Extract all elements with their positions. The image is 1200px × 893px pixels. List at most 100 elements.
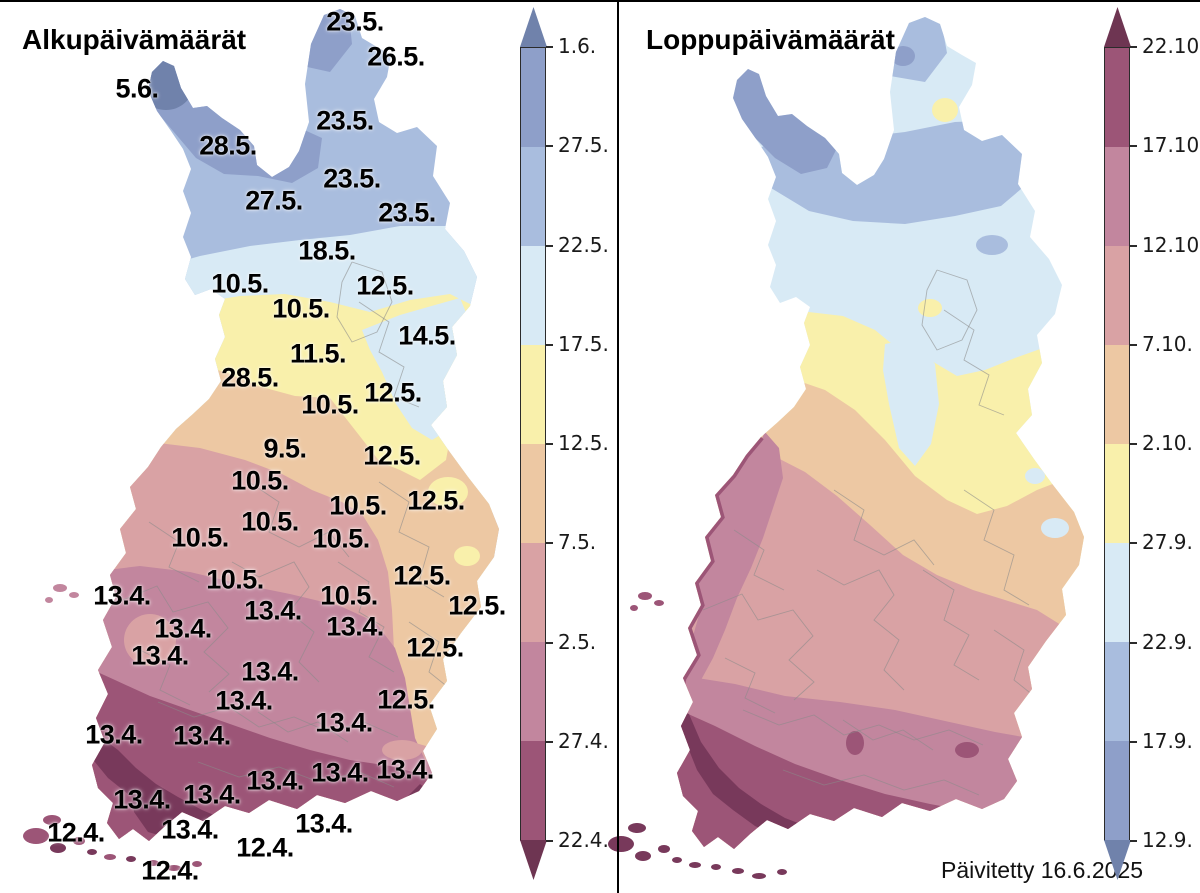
colorbar-segment: [521, 642, 545, 741]
map-date-label: 13.4.: [315, 707, 373, 738]
colorbar-tick-label: 12.10.: [1142, 232, 1200, 257]
map-date-label: 12.4.: [236, 832, 294, 863]
map-date-label: 27.5.: [245, 185, 303, 216]
map-date-label: 10.5.: [312, 523, 370, 554]
map-date-label: 18.5.: [298, 235, 356, 266]
colorbar-tick-label: 7.10.: [1142, 331, 1193, 356]
map-date-label: 13.4.: [85, 719, 143, 750]
right-map-title: Loppupäivämäärät: [646, 24, 895, 55]
map-date-label: 12.4.: [47, 817, 105, 848]
map-date-label: 14.5.: [398, 320, 456, 351]
colorbar-segment: [521, 48, 545, 147]
map-date-label: 10.5.: [241, 506, 299, 537]
colorbar-tick-label: 22.4.: [558, 827, 609, 852]
colorbar-tick: [546, 542, 553, 545]
map-date-label: 13.4.: [113, 784, 171, 815]
map-date-label: 9.5.: [263, 433, 307, 464]
map-date-label: 13.4.: [215, 685, 273, 716]
figure-top-border: [0, 0, 1200, 2]
colorbar-tick: [1130, 244, 1137, 247]
map-date-label: 12.5.: [364, 377, 422, 408]
map-date-label: 12.5.: [363, 440, 421, 471]
colorbar-tick: [1130, 840, 1137, 842]
map-date-label: 12.4.: [141, 855, 199, 886]
map-date-label: 13.4.: [173, 720, 231, 751]
colorbar-tick: [546, 244, 553, 247]
map-date-label: 13.4.: [241, 656, 299, 687]
colorbar-segment: [521, 246, 545, 345]
colorbar-bar: [1104, 47, 1130, 841]
colorbar-tick-label: 22.9.: [1142, 629, 1193, 654]
map-date-label: 13.4.: [154, 613, 212, 644]
colorbar-segment: [1105, 48, 1129, 147]
colorbar-tick-label: 12.9.: [1142, 827, 1193, 852]
colorbar-segment: [1105, 147, 1129, 246]
colorbar-segment: [521, 147, 545, 246]
colorbar-segment: [1105, 642, 1129, 741]
colorbar-arrow-up: [520, 7, 547, 47]
colorbar-segment: [1105, 444, 1129, 543]
colorbar-segment: [521, 543, 545, 642]
map-date-label: 12.5.: [407, 485, 465, 516]
panel-divider-line: [617, 0, 619, 893]
colorbar-bar: [520, 47, 546, 841]
colorbar-tick-label: 27.4.: [558, 728, 609, 753]
colorbar-tick-label: 7.5.: [558, 530, 597, 555]
colorbar-tick: [546, 46, 553, 48]
map-date-label: 10.5.: [211, 268, 269, 299]
map-date-label: 13.4.: [311, 757, 369, 788]
colorbar-tick-label: 22.5.: [558, 232, 609, 257]
colorbar-tick-label: 1.6.: [558, 33, 597, 58]
colorbar-tick-label: 27.5.: [558, 133, 609, 158]
colorbar-tick-label: 17.10.: [1142, 133, 1200, 158]
map-date-label: 12.5.: [448, 590, 506, 621]
colorbar-tick: [1130, 740, 1137, 743]
colorbar-tick-label: 27.9.: [1142, 530, 1193, 555]
map-date-label: 13.4.: [183, 779, 241, 810]
map-date-label: 12.5.: [356, 270, 414, 301]
colorbar-tick: [546, 740, 553, 743]
map-date-label: 13.4.: [246, 765, 304, 796]
colorbar-tick: [1130, 443, 1137, 445]
map-date-label: 10.5.: [272, 293, 330, 324]
colorbar-segment: [521, 345, 545, 444]
map-date-label: 10.5.: [171, 522, 229, 553]
colorbar-tick: [546, 840, 553, 842]
map-date-label: 28.5.: [221, 362, 279, 393]
map-date-label: 13.4.: [326, 611, 384, 642]
colorbar-arrow-up: [1104, 7, 1131, 47]
archipelago-islands: [608, 592, 787, 879]
map-date-label: 13.4.: [161, 814, 219, 845]
colorbar-end-dates: 22.10. 17.10. 12.10. 7.10. 2.10. 27.9. 22.9. 17…: [1104, 0, 1200, 893]
colorbar-arrow-down: [1104, 840, 1131, 880]
map-date-label: 11.5.: [289, 338, 347, 369]
map-date-label: 26.5.: [367, 41, 425, 72]
map-date-label: 23.5.: [326, 6, 384, 37]
map-date-label: 13.4.: [93, 580, 151, 611]
archipelago-islands: [23, 584, 202, 871]
colorbar-tick: [1130, 343, 1137, 346]
colorbar-tick-label: 17.5.: [558, 331, 609, 356]
map-end-dates: [608, 17, 1084, 879]
map-date-label: 23.5.: [323, 163, 381, 194]
map-date-label: 13.4.: [131, 640, 189, 671]
map-date-label: 10.5.: [231, 465, 289, 496]
map-date-label: 13.4.: [295, 808, 353, 839]
map-date-label: 12.5.: [406, 632, 464, 663]
colorbar-tick-label: 12.5.: [558, 430, 609, 455]
map-date-label: 12.5.: [393, 560, 451, 591]
map-date-label: 13.4.: [244, 595, 302, 626]
colorbar-tick: [546, 443, 553, 445]
colorbar-tick: [1130, 46, 1137, 48]
colorbar-segment: [1105, 246, 1129, 345]
colorbar-segment: [1105, 345, 1129, 444]
colorbar-tick: [546, 145, 553, 148]
map-date-label: 10.5.: [329, 490, 387, 521]
colorbar-tick: [1130, 145, 1137, 148]
map-date-label: 12.5.: [377, 684, 435, 715]
colorbar-arrow-down: [520, 840, 547, 880]
colorbar-start-dates: 1.6. 27.5. 22.5. 17.5. 12.5. 7.5. 2.5. 27.4. 22.…: [520, 0, 640, 893]
colorbar-tick-label: 2.5.: [558, 629, 597, 654]
colorbar-tick-label: 22.10.: [1142, 33, 1200, 58]
